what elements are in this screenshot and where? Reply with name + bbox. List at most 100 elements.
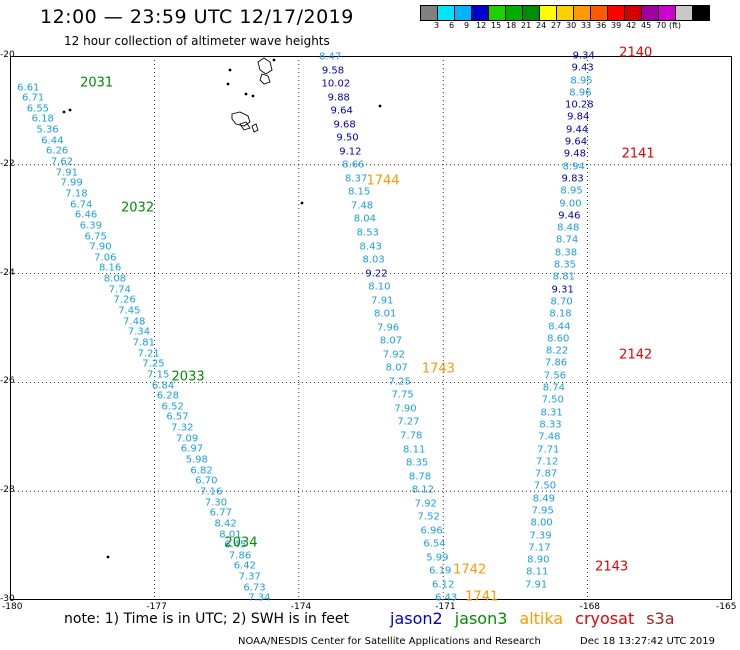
wave-height-value: 8.00 xyxy=(530,517,553,529)
satellite-name-altika: altika xyxy=(519,609,564,628)
wave-height-value: 7.06 xyxy=(94,252,117,264)
pass-number-label: 2032 xyxy=(121,200,155,216)
legend-swatch xyxy=(692,5,710,21)
wave-height-value: 7.37 xyxy=(238,571,261,583)
wave-height-value: 7.86 xyxy=(228,550,252,562)
legend-label: 18 xyxy=(506,21,517,30)
footnote: note: 1) Time is in UTC; 2) SWH is in fe… xyxy=(64,611,350,627)
map-subtitle: 12 hour collection of altimeter wave hei… xyxy=(64,34,330,48)
wave-height-value: 7.62 xyxy=(50,156,74,168)
wave-height-value: 7.45 xyxy=(118,305,141,317)
wave-height-value: 9.48 xyxy=(563,148,587,160)
wave-height-value: 7.91 xyxy=(524,579,548,591)
wave-height-value: 6.12 xyxy=(432,579,455,591)
pass-number-label: 2142 xyxy=(619,347,653,363)
wave-height-value: 9.68 xyxy=(333,119,356,131)
legend-label: 70 xyxy=(656,21,667,30)
wave-height-value: 7.71 xyxy=(537,444,560,455)
wave-height-value: 8.81 xyxy=(552,271,575,283)
legend-label: 24 xyxy=(536,21,547,30)
legend-label: 21 xyxy=(521,21,532,30)
wave-height-value: 8.48 xyxy=(557,222,580,234)
wave-height-value: 6.52 xyxy=(161,401,184,413)
timestamp: Dec 18 13:27:42 UTC 2019 xyxy=(580,636,715,647)
map-title: 12:00 — 23:59 UTC 12/17/2019 xyxy=(40,6,354,28)
wave-height-value: 7.25 xyxy=(142,358,165,370)
wave-height-value: 8.18 xyxy=(549,308,572,320)
wave-height-value: 7.91 xyxy=(55,167,78,179)
wave-height-value: 7.39 xyxy=(529,530,552,542)
wave-height-value: 8.38 xyxy=(554,247,578,259)
wave-height-value: 9.50 xyxy=(336,132,359,144)
wave-height-value: 7.50 xyxy=(533,480,557,492)
wave-height-value: 7.48 xyxy=(350,200,374,212)
wave-height-value: 8.49 xyxy=(532,493,555,505)
pass-number-label: 2141 xyxy=(621,146,655,162)
wave-height-value: 6.82 xyxy=(190,465,213,477)
wave-height-value: 7.90 xyxy=(89,241,112,253)
x-tick-label: -180 xyxy=(2,602,23,612)
wave-height-value: 9.46 xyxy=(558,210,581,222)
legend-label: (ft) xyxy=(669,21,682,30)
wave-height-value: 5.98 xyxy=(185,454,208,466)
legend-label: 15 xyxy=(491,21,502,30)
wave-height-value: 7.99 xyxy=(60,177,83,189)
wave-height-value: 9.83 xyxy=(561,173,584,185)
wave-height-value: 7.92 xyxy=(414,498,437,510)
wave-height-value: 7.87 xyxy=(534,468,558,480)
wave-height-value: 6.19 xyxy=(429,565,452,577)
wave-height-value: 8.11 xyxy=(403,444,426,456)
wave-height-value: 8.01 xyxy=(374,308,397,320)
wave-height-value: 8.70 xyxy=(550,296,573,308)
wave-height-value: 7.56 xyxy=(543,370,567,382)
wave-height-value: 6.46 xyxy=(74,209,98,221)
wave-height-value: 5.36 xyxy=(36,124,59,136)
legend-label: 6 xyxy=(449,21,455,30)
legend-label: 12 xyxy=(476,21,487,30)
wave-height-value: 8.35 xyxy=(405,457,429,469)
wave-height-value: 7.48 xyxy=(538,431,561,443)
wave-height-value: 7.21 xyxy=(137,348,160,360)
wave-height-value: 6.55 xyxy=(26,103,50,115)
wave-height-value: 8.33 xyxy=(539,419,562,431)
wave-height-value: 8.08 xyxy=(103,273,127,285)
satellite-name-cryosat: cryosat xyxy=(575,609,635,628)
y-tick-label: -28 xyxy=(0,485,15,496)
wave-height-value: 8.15 xyxy=(347,186,371,198)
wave-height-value: 9.22 xyxy=(365,268,388,280)
wave-height-value: 8.22 xyxy=(546,345,569,357)
wave-height-value: 9.00 xyxy=(559,198,582,210)
wave-height-value: 8.66 xyxy=(342,159,365,171)
map-frame xyxy=(10,56,732,600)
wave-height-value: 8.01 xyxy=(219,529,242,541)
legend-label: 39 xyxy=(611,21,622,30)
legend-label: 33 xyxy=(581,21,592,30)
wave-height-value: 6.71 xyxy=(21,92,45,104)
wave-height-value: 8.43 xyxy=(359,241,382,253)
wave-height-value: 6.97 xyxy=(180,443,204,455)
wave-height-value: 8.31 xyxy=(540,407,563,419)
wave-height-value: 8.37 xyxy=(345,173,368,185)
wave-height-value: 8.53 xyxy=(356,227,379,239)
wave-height-value: 7.50 xyxy=(541,394,564,406)
wave-height-value: 6.74 xyxy=(70,199,93,211)
wave-height-value: 9.34 xyxy=(572,50,595,62)
wave-height-value: 6.96 xyxy=(420,525,443,537)
legend-label: 27 xyxy=(551,21,562,30)
wave-height-value: 8.12 xyxy=(411,484,435,496)
wave-height-value: 8.42 xyxy=(214,518,237,530)
wave-height-value: 7.32 xyxy=(171,422,194,434)
legend-label: 9 xyxy=(464,21,470,30)
wave-height-value: 6.18 xyxy=(31,113,54,125)
legend-label: 36 xyxy=(596,21,607,30)
wave-height-value: 7.17 xyxy=(528,542,551,554)
wave-height-value: 6.75 xyxy=(84,231,107,243)
wave-height-value: 6.44 xyxy=(41,135,64,147)
wave-height-value: 9.44 xyxy=(565,124,589,136)
wave-height-value: 7.27 xyxy=(397,416,420,428)
wave-height-value: 7.34 xyxy=(248,592,271,604)
satellite-name-s3a: s3a xyxy=(646,609,675,628)
satellite-name-jason3: jason3 xyxy=(454,609,508,628)
wave-height-value: 6.26 xyxy=(46,145,69,157)
legend-label: 3 xyxy=(434,21,440,30)
